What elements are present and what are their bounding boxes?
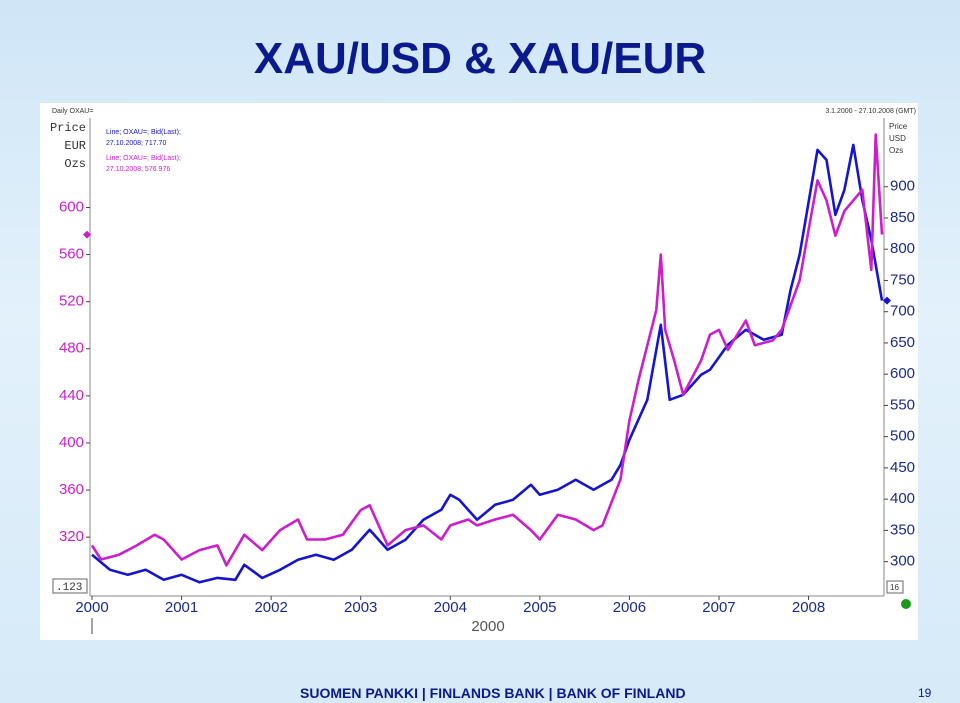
legend-entry: Line; OXAU=; Bid(Last); (106, 155, 181, 162)
y-tick-label: 440 (59, 387, 84, 404)
y-tick-label: 600 (59, 198, 84, 215)
legend-entry: Line; OXAU=; Bid(Last); (106, 129, 181, 136)
x-tick-label: 2007 (702, 599, 735, 616)
corner-label: 16 (890, 583, 899, 592)
y2-tick-label: 900 (890, 178, 915, 195)
x-tick-label: 2001 (165, 599, 198, 616)
legend-value: 27.10.2008; 717.70 (106, 140, 166, 147)
corner-box (886, 580, 904, 594)
x-period-label: 2000 (471, 618, 504, 635)
x-tick-label: 2008 (792, 599, 825, 616)
y-tick-label: 560 (59, 246, 84, 263)
y2-tick-label: 550 (890, 396, 915, 413)
chart-header: 3.1.2000 - 27.10.2008 (GMT) (825, 108, 916, 115)
y2-axis-label: Ozs (889, 146, 903, 155)
y2-tick-label: 350 (890, 521, 915, 538)
corner-box (52, 578, 88, 594)
status-dot (901, 599, 911, 609)
y-axis-label: Ozs (64, 157, 86, 171)
y2-tick-label: 300 (890, 553, 915, 570)
y-tick-label: 400 (59, 434, 84, 451)
last-value-marker (883, 296, 891, 305)
x-tick-label: 2003 (344, 599, 377, 616)
y2-tick-label: 750 (890, 271, 915, 288)
x-tick-label: 2000 (75, 599, 108, 616)
corner-label: .123 (56, 582, 82, 594)
y-tick-label: 520 (59, 293, 84, 310)
y-tick-label: 480 (59, 340, 84, 357)
series-line (90, 133, 884, 567)
page-number: 19 (918, 686, 932, 700)
y2-axis-label: USD (889, 134, 906, 143)
x-tick-label: 2004 (434, 599, 467, 616)
y2-tick-label: 700 (890, 303, 915, 320)
series-line (91, 143, 884, 584)
y-axis-label: EUR (64, 139, 86, 153)
footer: SUOMEN PANKKI | FINLANDS BANK | BANK OF … (300, 685, 686, 701)
y2-tick-label: 500 (890, 428, 915, 445)
chart-header: Daily OXAU= (52, 108, 93, 115)
y2-tick-label: 650 (890, 334, 915, 351)
last-value-marker (83, 230, 91, 239)
y2-tick-label: 600 (890, 365, 915, 382)
y-tick-label: 320 (59, 528, 84, 545)
y2-tick-label: 450 (890, 459, 915, 476)
x-tick-label: 2005 (523, 599, 556, 616)
x-tick-label: 2006 (613, 599, 646, 616)
y2-tick-label: 800 (890, 240, 915, 257)
y2-axis-label: Price (889, 122, 908, 131)
x-tick-label: 2002 (254, 599, 287, 616)
y-tick-label: 360 (59, 481, 84, 498)
y-axis-label: Price (50, 121, 86, 135)
y2-tick-label: 850 (890, 209, 915, 226)
chart-frame (40, 103, 918, 640)
y2-tick-label: 400 (890, 490, 915, 507)
legend-value: 27.10.2008; 576.976 (106, 166, 170, 173)
slide-title: XAU/USD & XAU/EUR (253, 34, 707, 83)
